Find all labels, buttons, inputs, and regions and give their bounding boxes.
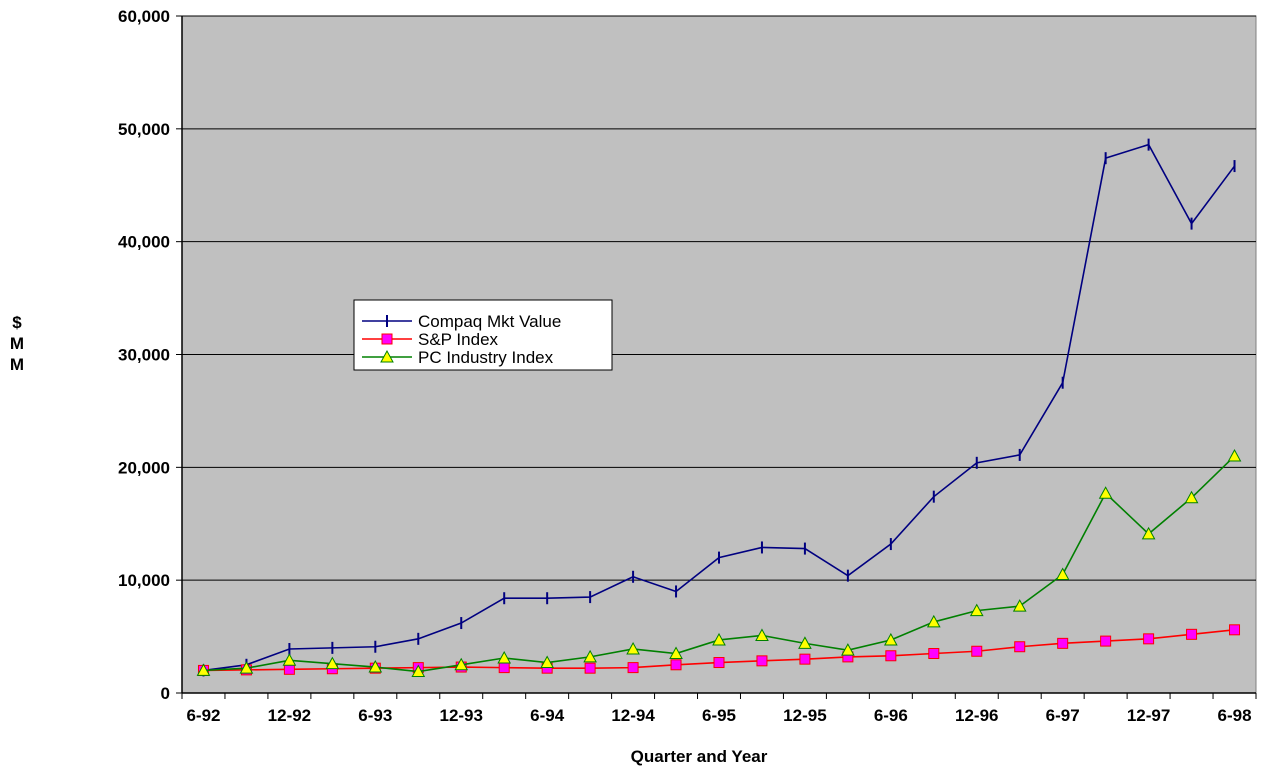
marker-triangle	[325, 656, 340, 670]
x-tick-label: 12-93	[439, 706, 482, 725]
marker-triangle	[540, 655, 555, 669]
marker-square	[799, 653, 811, 665]
marker-triangle	[1098, 486, 1113, 499]
marker-square	[1014, 641, 1026, 653]
y-axis-title: $ MM	[10, 313, 24, 374]
marker-square	[756, 655, 768, 667]
marker-square	[1229, 624, 1241, 636]
marker-triangle	[411, 664, 426, 678]
marker-square	[713, 657, 725, 669]
x-tick-label: 6-96	[874, 706, 908, 725]
y-axis-title-char: $	[12, 313, 22, 332]
marker-triangle	[883, 632, 898, 646]
marker-triangle	[755, 628, 769, 641]
marker-triangle	[669, 646, 683, 660]
marker-square	[971, 645, 983, 657]
marker-triangle	[1141, 526, 1156, 540]
marker-triangle	[926, 614, 941, 628]
legend-label: S&P Index	[418, 330, 499, 349]
marker-square	[670, 659, 682, 671]
x-tick-label: 6-95	[702, 706, 736, 725]
x-tick-label: 12-97	[1127, 706, 1170, 725]
marker-triangle	[196, 663, 211, 676]
marker-square	[1143, 633, 1155, 645]
legend-label: Compaq Mkt Value	[418, 312, 561, 331]
y-tick-label: 60,000	[118, 7, 170, 26]
marker-triangle	[626, 641, 640, 655]
x-axis-ticks: 6-92 12-92 6-93 12-93 6-94 12-94 6-95 12-95 6-96…	[181, 693, 1257, 725]
marker-square	[1186, 628, 1198, 640]
legend-item: PC Industry Index	[362, 348, 554, 367]
marker-triangle	[841, 643, 855, 656]
marker-square	[381, 333, 393, 345]
x-tick-label: 6-97	[1046, 706, 1080, 725]
legend-box	[353, 299, 613, 371]
x-tick-label: 6-93	[358, 706, 392, 725]
marker-triangle	[1055, 567, 1070, 581]
x-tick-label: 6-98	[1218, 706, 1252, 725]
marker-square	[1100, 635, 1112, 647]
x-tick-label: 12-94	[611, 706, 655, 725]
x-tick-label: 12-96	[955, 706, 998, 725]
marker-triangle	[583, 649, 597, 663]
marker-triangle	[969, 603, 984, 617]
legend-label: PC Industry Index	[418, 348, 554, 367]
series-layer	[196, 138, 1242, 678]
marker-triangle	[380, 349, 394, 363]
y-axis-ticks: 0 10,000 20,000 30,000 40,000 50,000 60,000	[118, 7, 182, 703]
marker-triangle	[712, 632, 726, 646]
marker-triangle	[282, 653, 297, 666]
legend-item: S&P Index	[362, 330, 499, 349]
series-pc-industry-index	[196, 449, 1242, 678]
marker-triangle	[1012, 599, 1027, 612]
x-tick-label: 6-94	[530, 706, 565, 725]
marker-triangle	[798, 636, 812, 649]
y-axis-title-char: M	[10, 355, 24, 374]
y-tick-label: 40,000	[118, 233, 170, 252]
marker-triangle	[497, 650, 512, 664]
x-tick-label: 12-95	[783, 706, 826, 725]
marker-square	[498, 662, 510, 674]
marker-triangle	[454, 657, 469, 671]
marker-square	[584, 662, 596, 674]
marker-square	[885, 650, 897, 662]
y-axis-title-char: M	[10, 334, 24, 353]
marker-triangle	[1227, 449, 1242, 462]
marker-triangle	[1184, 490, 1199, 504]
legend-item: Compaq Mkt Value	[362, 312, 561, 331]
y-tick-label: 10,000	[118, 571, 170, 590]
marker-square	[283, 663, 295, 675]
marker-square	[928, 648, 940, 660]
x-tick-label: 6-92	[186, 706, 220, 725]
marker-triangle	[368, 660, 383, 673]
marker-triangle	[239, 661, 254, 674]
marker-square	[627, 662, 639, 674]
y-tick-label: 0	[161, 684, 170, 703]
x-tick-label: 12-92	[268, 706, 311, 725]
y-tick-label: 20,000	[118, 458, 170, 477]
marker-square	[1057, 637, 1069, 649]
y-tick-label: 50,000	[118, 120, 170, 139]
y-tick-label: 30,000	[118, 346, 170, 365]
x-axis-title: Quarter and Year	[631, 747, 768, 766]
